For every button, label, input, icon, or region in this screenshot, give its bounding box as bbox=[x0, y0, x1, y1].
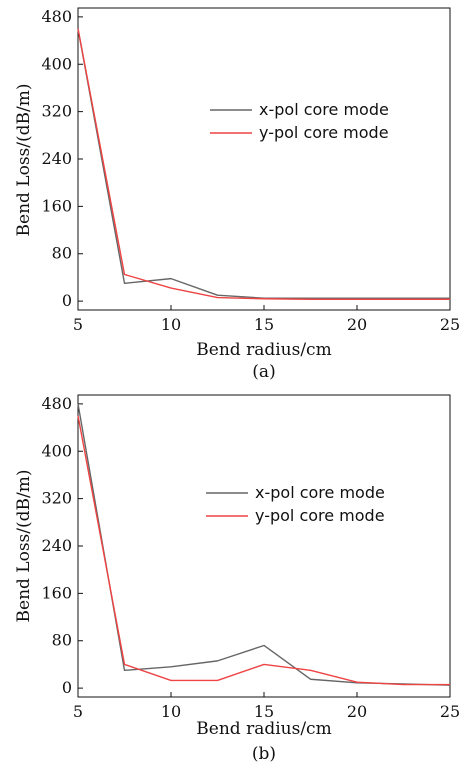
legend-label-x-pol: x-pol core mode bbox=[255, 483, 385, 502]
x-tick-label: 10 bbox=[161, 315, 181, 334]
x-axis-title: Bend radius/cm bbox=[196, 340, 331, 360]
series-group bbox=[77, 403, 451, 686]
y-tick-label: 80 bbox=[52, 244, 72, 263]
x-tick-label: 25 bbox=[440, 702, 460, 721]
y-tick-label: 240 bbox=[41, 536, 72, 555]
plot-frame bbox=[77, 7, 451, 311]
y-axis-title: Bend Loss/(dB/m) bbox=[14, 470, 34, 623]
legend: x-pol core mode y-pol core mode bbox=[210, 100, 389, 142]
series-group bbox=[77, 28, 450, 301]
series-line-y-pol bbox=[77, 28, 450, 301]
y-axis: 0 80 160 240 320 400 480 bbox=[41, 394, 83, 697]
y-tick-label: 400 bbox=[41, 441, 72, 460]
y-axis-title: Bend Loss/(dB/m) bbox=[14, 84, 34, 237]
x-axis: 5 10 15 20 25 bbox=[73, 692, 460, 721]
chart-panel-b: 0 80 160 240 320 400 480 5 10 15 20 25 x-pol core … bbox=[14, 394, 460, 764]
y-tick-label: 480 bbox=[41, 394, 72, 413]
legend-label-x-pol: x-pol core mode bbox=[259, 100, 389, 119]
y-tick-label: 160 bbox=[41, 196, 72, 215]
y-axis: 0 80 160 240 320 400 480 bbox=[41, 7, 83, 310]
y-tick-label: 0 bbox=[62, 291, 72, 310]
plot-frame bbox=[77, 394, 451, 698]
x-tick-label: 5 bbox=[73, 702, 83, 721]
panel-label-a: (a) bbox=[252, 362, 275, 382]
y-tick-label: 0 bbox=[62, 678, 72, 697]
x-tick-label: 10 bbox=[161, 702, 181, 721]
series-line-x-pol bbox=[77, 28, 450, 299]
x-axis-title: Bend radius/cm bbox=[196, 719, 331, 739]
legend-label-y-pol: y-pol core mode bbox=[255, 506, 385, 525]
y-tick-label: 320 bbox=[41, 489, 72, 508]
x-tick-label: 15 bbox=[254, 315, 274, 334]
chart-panel-a: 0 80 160 240 320 400 480 5 10 15 20 25 x-pol core … bbox=[14, 7, 460, 382]
y-tick-label: 320 bbox=[41, 102, 72, 121]
y-tick-label: 160 bbox=[41, 583, 72, 602]
x-tick-label: 25 bbox=[440, 315, 460, 334]
legend: x-pol core mode y-pol core mode bbox=[206, 483, 385, 525]
x-axis: 5 10 15 20 25 bbox=[73, 305, 460, 334]
series-line-y-pol bbox=[77, 415, 450, 686]
legend-label-y-pol: y-pol core mode bbox=[259, 123, 389, 142]
x-tick-label: 5 bbox=[73, 315, 83, 334]
x-tick-label: 15 bbox=[254, 702, 274, 721]
x-tick-label: 20 bbox=[347, 315, 367, 334]
x-tick-label: 20 bbox=[347, 702, 367, 721]
series-line-x-pol bbox=[77, 403, 451, 686]
y-tick-label: 400 bbox=[41, 54, 72, 73]
y-tick-label: 480 bbox=[41, 7, 72, 26]
y-tick-label: 80 bbox=[52, 631, 72, 650]
panel-label-b: (b) bbox=[252, 744, 276, 764]
y-tick-label: 240 bbox=[41, 149, 72, 168]
